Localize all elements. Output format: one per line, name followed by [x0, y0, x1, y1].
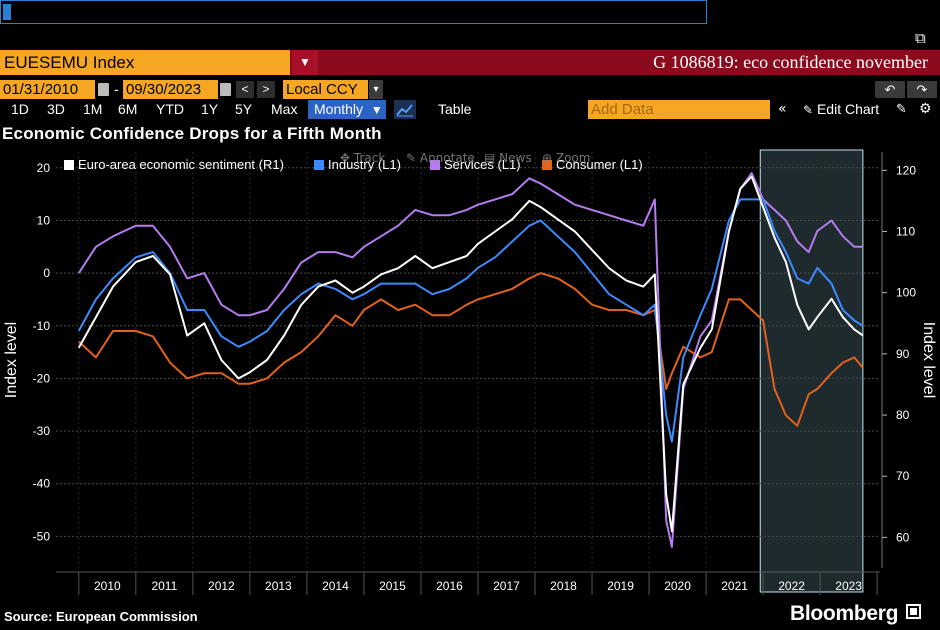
y-tick-right: 100	[896, 286, 916, 300]
popout-window-icon[interactable]: ⧉	[915, 29, 926, 47]
shaded-period-region	[759, 149, 864, 593]
y-tick-right: 70	[896, 469, 910, 483]
edit-chart-button[interactable]: ✎ Edit Chart	[803, 100, 879, 120]
y-tick-right: 120	[896, 163, 916, 177]
x-tick-label: 2022	[778, 579, 805, 593]
scroll-forward-button[interactable]: >	[257, 81, 275, 98]
period-max[interactable]: Max	[271, 101, 298, 117]
period-3d[interactable]: 3D	[47, 101, 65, 117]
chart-area[interactable]: 20100-10-20-30-40-5012011010090807060201…	[0, 148, 940, 606]
currency-dropdown-icon[interactable]: ▾	[369, 80, 383, 99]
series-line	[78, 272, 864, 427]
x-tick-label: 2010	[94, 579, 121, 593]
overlay-tool-track[interactable]: ✥ Track	[340, 151, 385, 165]
annotate-pen-icon[interactable]: ✎	[896, 102, 907, 117]
redo-button[interactable]: ↷	[907, 81, 937, 98]
date-separator: -	[114, 81, 119, 97]
legend: Euro-area economic sentiment (R1) Industr…	[64, 157, 643, 172]
y-tick-left: -50	[33, 529, 51, 543]
y-axis-label-right: Index level	[920, 322, 937, 399]
end-date-field[interactable]: 09/30/2023	[123, 80, 218, 99]
undo-button[interactable]: ↶	[875, 81, 905, 98]
line-chart-icon[interactable]	[394, 100, 416, 119]
period-5y[interactable]: 5Y	[235, 101, 253, 117]
x-tick-label: 2015	[379, 579, 406, 593]
end-calendar-icon[interactable]	[220, 83, 231, 96]
y-tick-left: -20	[33, 371, 51, 385]
add-data-input[interactable]: Add Data	[588, 100, 770, 119]
chart-title: Economic Confidence Drops for a Fifth Mo…	[2, 124, 382, 143]
y-tick-right: 90	[896, 347, 910, 361]
frequency-select[interactable]: Monthly ▼	[308, 100, 386, 119]
period-6m[interactable]: 6M	[118, 101, 138, 117]
scroll-back-button[interactable]: <	[236, 81, 254, 98]
collapse-toolbar-icon[interactable]: «	[778, 101, 787, 117]
overlay-tool-zoom[interactable]: ⊕ Zoom	[542, 151, 590, 165]
function-title: G 1086819: eco confidence november	[653, 52, 928, 72]
y-tick-left: 0	[43, 266, 50, 280]
x-tick-label: 2013	[265, 579, 292, 593]
ticker-dropdown-button[interactable]: ▼	[292, 50, 318, 75]
pencil-small-icon: ✎	[803, 103, 814, 117]
period-ytd[interactable]: YTD	[156, 101, 184, 117]
y-axis-label-left: Index level	[3, 322, 20, 399]
legend-swatch	[430, 160, 440, 170]
x-tick-label: 2021	[721, 579, 748, 593]
legend-label: Euro-area economic sentiment (R1)	[78, 157, 284, 172]
y-tick-left: -40	[33, 477, 51, 491]
period-1d[interactable]: 1D	[11, 101, 29, 117]
legend-label: Consumer (L1)	[556, 157, 643, 172]
command-line-input[interactable]	[0, 0, 707, 24]
series-line	[77, 175, 864, 533]
y-tick-left: 20	[37, 161, 51, 175]
x-tick-label: 2020	[664, 579, 691, 593]
start-calendar-icon[interactable]	[98, 83, 109, 96]
chevron-down-icon: ▼	[370, 103, 383, 117]
legend-swatch	[542, 160, 552, 170]
x-tick-label: 2011	[151, 579, 177, 593]
period-1m[interactable]: 1M	[83, 101, 103, 117]
y-tick-left: -30	[33, 424, 51, 438]
period-1y[interactable]: 1Y	[201, 101, 219, 117]
brand-text: Bloomberg	[790, 602, 899, 625]
series-line	[77, 198, 864, 443]
y-tick-left: -10	[33, 319, 51, 333]
x-tick-label: 2012	[208, 579, 235, 593]
start-date-field[interactable]: 01/31/2010	[0, 80, 95, 99]
series-line	[77, 172, 863, 548]
y-tick-left: 10	[37, 213, 51, 227]
y-tick-right: 80	[896, 408, 910, 422]
overlay-tool-annotate[interactable]: ✎ Annotate	[406, 151, 475, 165]
x-tick-label: 2014	[322, 579, 349, 593]
overlay-tool-news[interactable]: ▤ News	[484, 151, 532, 165]
table-view-button[interactable]: Table	[438, 101, 472, 117]
y-tick-right: 60	[896, 530, 910, 544]
text-cursor	[3, 4, 11, 20]
frequency-label: Monthly	[314, 101, 364, 117]
source-note: Source: European Commission	[4, 609, 198, 624]
x-tick-label: 2019	[607, 579, 634, 593]
security-bar: EUESEMU Index ▼ G 1086819: eco confidenc…	[0, 50, 940, 75]
currency-select[interactable]: Local CCY	[283, 80, 368, 99]
ticker-input[interactable]: EUESEMU Index	[0, 50, 290, 75]
x-tick-label: 2016	[436, 579, 463, 593]
x-tick-label: 2018	[550, 579, 577, 593]
period-bar: 1D 3D 1M 6M YTD 1Y 5Y Max Monthly ▼ Tabl…	[0, 99, 940, 120]
x-tick-label: 2017	[493, 579, 520, 593]
brand-mark-icon	[905, 604, 921, 619]
legend-label: Services (L1)	[444, 157, 521, 172]
legend-label: Industry (L1)	[328, 157, 401, 172]
y-tick-right: 110	[896, 225, 915, 239]
x-tick-label: 2023	[835, 579, 862, 593]
legend-swatch	[64, 160, 74, 170]
date-range-bar: 01/31/2010 - 09/30/2023 < > Local CCY ▾ …	[0, 80, 940, 100]
edit-chart-label: Edit Chart	[816, 101, 880, 117]
bloomberg-logo: Bloomberg	[790, 602, 922, 626]
gear-icon[interactable]: ⚙	[919, 101, 932, 117]
legend-swatch	[314, 160, 324, 170]
